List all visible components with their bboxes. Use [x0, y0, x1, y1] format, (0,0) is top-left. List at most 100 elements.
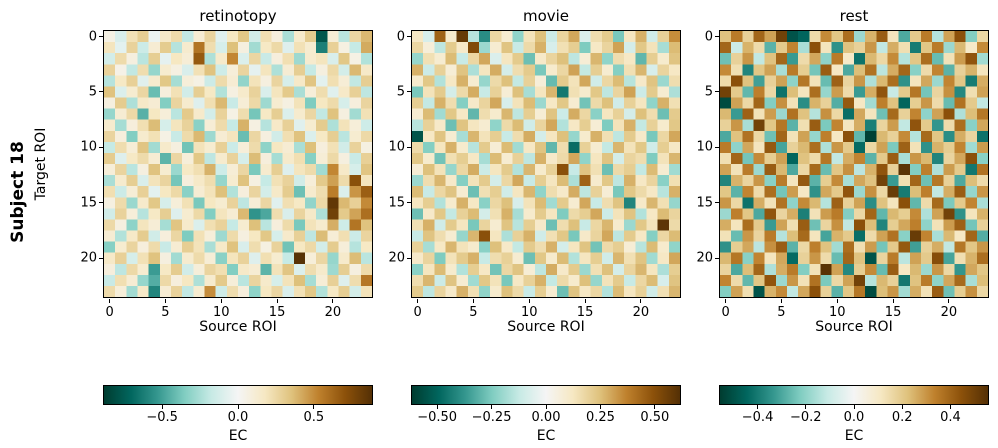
x-tick-label: 15	[576, 305, 594, 320]
colorbar-tick-label: 0.2	[891, 410, 913, 425]
y-tick-label: 5	[704, 84, 713, 100]
colorbar-tick-mark	[161, 405, 163, 409]
colorbar-tick-label: −0.4	[741, 410, 774, 425]
heatmap-movie: 0 5 10 15 20 0 5 10 15 20	[388, 29, 681, 320]
colorbar-rest: −0.4 −0.2 0.0 0.2 0.4 EC	[719, 385, 989, 447]
colorbar-tick-mark	[757, 405, 759, 409]
y-tick-mark	[407, 146, 411, 148]
x-tick-mark	[640, 299, 642, 303]
y-tick-label: 20	[80, 250, 97, 266]
colorbar-tick-label: −0.50	[417, 410, 458, 425]
x-tick-label: 15	[268, 305, 286, 320]
colorbar-gradient	[411, 385, 681, 405]
y-tick-label: 10	[388, 139, 405, 155]
y-tick-label: 10	[80, 139, 97, 155]
colorbar-tick-mark	[237, 405, 239, 409]
x-tick-label: 5	[161, 305, 170, 320]
x-tick-mark	[892, 299, 894, 303]
x-tick-label: 0	[721, 305, 730, 320]
x-tick-mark	[417, 299, 419, 303]
colorbar-label: EC	[228, 428, 248, 444]
colorbar-gradient	[719, 385, 989, 405]
plot-title-rest: rest	[839, 7, 869, 25]
x-tick-mark	[780, 299, 782, 303]
y-tick-label: 15	[80, 195, 97, 211]
x-tick-mark	[948, 299, 950, 303]
heatmap-retinotopy: 0 5 10 15 20 0 5 10 15 20	[80, 29, 373, 320]
y-tick-mark	[407, 36, 411, 38]
x-tick-label: 5	[777, 305, 786, 320]
y-tick-label: 5	[88, 84, 97, 100]
heatmap-rest: 0 5 10 15 20 0 5 10 15 20	[696, 29, 989, 320]
x-axis-label: Source ROI	[507, 319, 585, 335]
colorbar-tick-mark	[436, 405, 438, 409]
x-tick-label: 20	[940, 305, 958, 320]
x-tick-mark	[276, 299, 278, 303]
y-tick-label: 15	[696, 195, 713, 211]
y-tick-mark	[99, 91, 103, 93]
x-tick-mark	[725, 299, 727, 303]
y-tick-mark	[407, 202, 411, 204]
x-tick-mark	[332, 299, 334, 303]
y-tick-label: 0	[396, 29, 405, 45]
y-tick-mark	[715, 257, 719, 259]
colorbar-tick-label: 0.4	[940, 410, 961, 425]
subplot-movie: movie 0 5 10 15 20 0 5 10 15 20 Source ROI	[388, 0, 681, 370]
x-tick-label: 10	[828, 305, 846, 320]
y-tick-label: 5	[396, 84, 405, 100]
colorbar-tick-mark	[491, 405, 493, 409]
x-tick-mark	[836, 299, 838, 303]
x-tick-label: 0	[105, 305, 114, 320]
x-tick-label: 10	[520, 305, 538, 320]
y-tick-label: 15	[388, 195, 405, 211]
colorbar-tick-label: 0.0	[227, 410, 249, 425]
colorbar-tick-label: −0.2	[789, 410, 822, 425]
plot-title-retinotopy: retinotopy	[199, 7, 277, 25]
colorbar-movie: −0.50 −0.25 0.00 0.25 0.50 EC	[411, 385, 681, 447]
x-tick-mark	[584, 299, 586, 303]
plot-title-movie: movie	[522, 7, 570, 25]
y-tick-mark	[715, 202, 719, 204]
y-tick-label: 20	[696, 250, 713, 266]
y-tick-mark	[407, 257, 411, 259]
x-tick-mark	[528, 299, 530, 303]
y-tick-label: 20	[388, 250, 405, 266]
colorbar-tick-label: 0.25	[585, 410, 615, 425]
x-tick-label: 0	[413, 305, 422, 320]
y-tick-mark	[715, 91, 719, 93]
subject-label: Subject 18	[8, 141, 28, 243]
colorbar-tick-mark	[545, 405, 547, 409]
x-tick-label: 10	[212, 305, 230, 320]
x-tick-mark	[472, 299, 474, 303]
y-tick-mark	[99, 36, 103, 38]
y-tick-mark	[99, 202, 103, 204]
x-tick-label: 20	[632, 305, 650, 320]
colorbar-tick-mark	[599, 405, 601, 409]
x-tick-mark	[109, 299, 111, 303]
colorbar-tick-label: 0.00	[531, 410, 561, 425]
y-tick-label: 0	[704, 29, 713, 45]
colorbar-gradient	[103, 385, 373, 405]
colorbar-tick-mark	[949, 405, 951, 409]
colorbar-tick-mark	[901, 405, 903, 409]
colorbar-tick-label: −0.5	[146, 410, 178, 425]
x-axis-label: Source ROI	[815, 319, 893, 335]
y-tick-mark	[99, 257, 103, 259]
heatmap-canvas-movie	[412, 31, 680, 297]
colorbar-tick-mark	[654, 405, 656, 409]
colorbar-label: EC	[536, 428, 556, 444]
colorbar-tick-label: 0.50	[640, 410, 670, 425]
heatmap-canvas-rest	[720, 31, 988, 297]
colorbar-tick-mark	[313, 405, 315, 409]
colorbar-tick-mark	[853, 405, 855, 409]
y-axis-label: Target ROI	[33, 127, 49, 201]
x-tick-mark	[164, 299, 166, 303]
colorbar-tick-label: 0.5	[303, 410, 325, 425]
y-tick-mark	[407, 91, 411, 93]
x-tick-label: 15	[884, 305, 902, 320]
colorbar-retinotopy: −0.5 0.0 0.5 EC	[103, 385, 373, 447]
y-tick-label: 10	[696, 139, 713, 155]
y-tick-label: 0	[88, 29, 97, 45]
colorbar-tick-mark	[805, 405, 807, 409]
